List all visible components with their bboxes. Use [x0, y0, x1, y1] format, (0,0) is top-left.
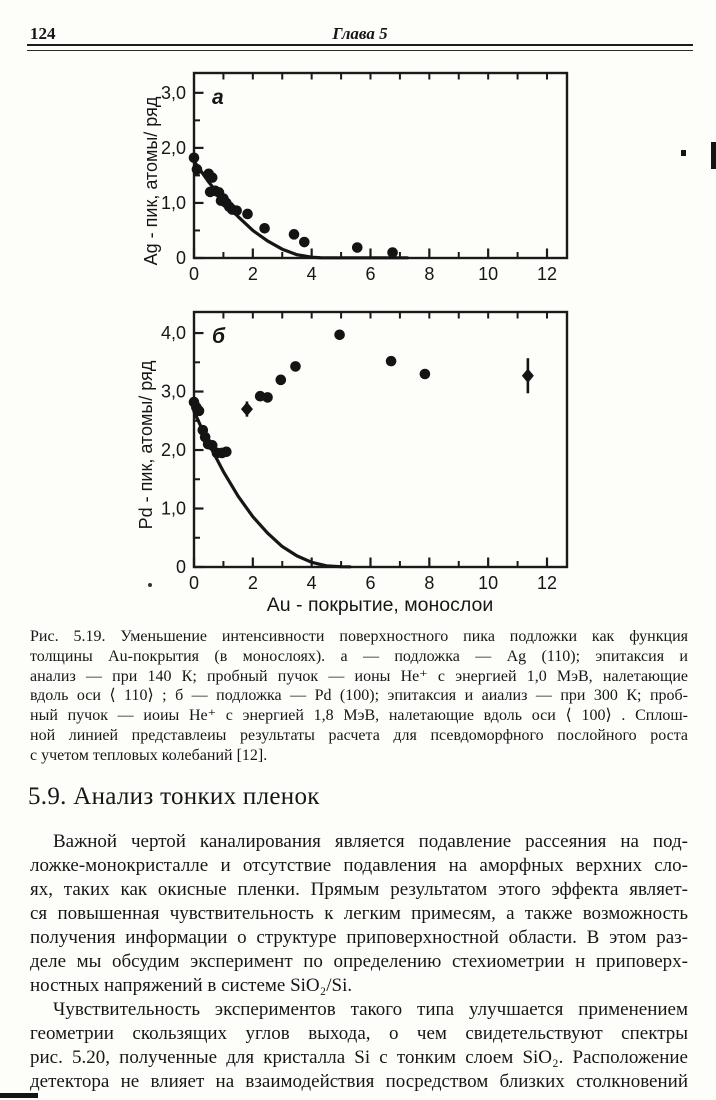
text-line: толщины Au-покрытия (в монослоях). а — п… — [30, 647, 688, 665]
svg-text:Ag - пик, атомы/ ряд: Ag - пик, атомы/ ряд — [141, 96, 161, 265]
svg-text:6: 6 — [365, 573, 375, 593]
text-line: анализ — при 140 К; пробный пучок — ионы… — [30, 667, 688, 685]
page-number: 124 — [30, 24, 56, 43]
text-line: Важной чертой каналирования является под… — [53, 831, 688, 852]
figure-5-19-charts: 0 2 4 6 8 10 12 0 1,0 2,0 3,0 а Ag - пик, атомы/ ряд… — [136, 71, 569, 616]
text-line: ях, таких как окисные пленки. Прямым рез… — [30, 879, 688, 900]
svg-text:2: 2 — [248, 264, 258, 284]
scan-artifact — [148, 583, 152, 587]
svg-text:4: 4 — [307, 264, 317, 284]
svg-text:0: 0 — [176, 557, 186, 577]
svg-text:а: а — [212, 86, 224, 109]
svg-text:б: б — [212, 325, 226, 348]
svg-text:10: 10 — [478, 573, 498, 593]
svg-text:8: 8 — [424, 264, 434, 284]
text-line: ся повышенная чувствительность к легким … — [30, 903, 688, 924]
text-line: геометрии скользящих углов выхода, о чем… — [30, 1023, 688, 1044]
text-line: получения информации о структуре припове… — [30, 927, 688, 948]
text-line: ностных напряжений в системе SiO₂/Si. — [30, 975, 353, 996]
svg-text:12: 12 — [537, 264, 557, 284]
svg-text:1,0: 1,0 — [161, 193, 186, 213]
page-header: 124 Глава 5 — [30, 24, 690, 44]
svg-text:8: 8 — [424, 573, 434, 593]
text-line: Рис. 5.19. Уменьшение интенсивности пове… — [30, 628, 688, 645]
svg-text:0: 0 — [176, 248, 186, 268]
svg-text:6: 6 — [365, 264, 375, 284]
scan-artifact — [681, 150, 686, 156]
scan-artifact — [0, 1093, 38, 1098]
figure-caption: Рис. 5.19. Уменьшение интенсивности пове… — [30, 627, 688, 766]
section-heading: 5.9. Анализ тонких пленок — [28, 783, 320, 810]
svg-text:Pd - пик, атомы/ ряд: Pd - пик, атомы/ ряд — [136, 360, 156, 529]
svg-text:0: 0 — [189, 264, 199, 284]
svg-text:4,0: 4,0 — [161, 323, 186, 343]
svg-text:2,0: 2,0 — [161, 440, 186, 460]
svg-text:2,0: 2,0 — [161, 138, 186, 158]
scan-artifact — [711, 142, 716, 169]
header-rule — [27, 44, 693, 51]
text-line: с учетом тепловых колебаний [12]. — [30, 746, 268, 764]
paragraph: Важной чертой каналирования является под… — [30, 830, 688, 998]
svg-text:2: 2 — [248, 573, 258, 593]
text-line: детектора не влияет на взаимодействия по… — [30, 1071, 688, 1092]
svg-text:Au - покрытие, монослои: Au - покрытие, монослои — [267, 594, 493, 616]
text-line: ный пучок — иоиы He⁺ с энергией 1,8 МэВ,… — [30, 707, 688, 725]
svg-text:3,0: 3,0 — [161, 382, 186, 402]
text-line: деле мы обсудим эксперимент по определен… — [30, 951, 688, 972]
chapter-title: Глава 5 — [332, 24, 388, 43]
text-line: ложке-монокристалле и отсутствие подавле… — [30, 855, 688, 876]
text-line: Чувствительность экспериментов такого ти… — [53, 999, 688, 1020]
text-line: рис. 5.20, полученные для кристалла Si с… — [30, 1047, 688, 1068]
paragraph: Чувствительность экспериментов такого ти… — [30, 998, 688, 1094]
text-line: вдоль оси ⟨ 110⟩ ; б — подложка — Pd (10… — [30, 687, 688, 705]
text-line: ной линией представлеиы результаты расче… — [30, 726, 688, 744]
svg-text:4: 4 — [307, 573, 317, 593]
svg-text:3,0: 3,0 — [161, 83, 186, 103]
svg-text:1,0: 1,0 — [161, 499, 186, 519]
body-text: Важной чертой каналирования является под… — [30, 830, 688, 1094]
svg-text:12: 12 — [537, 573, 557, 593]
svg-text:10: 10 — [478, 264, 498, 284]
svg-text:0: 0 — [189, 573, 199, 593]
